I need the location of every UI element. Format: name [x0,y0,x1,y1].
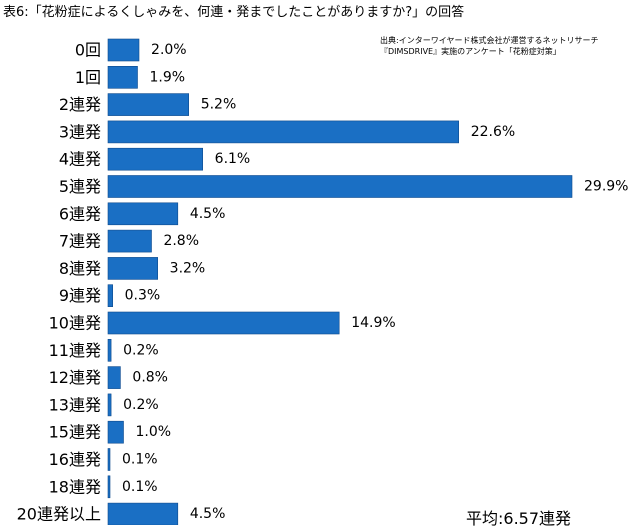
bar [107,175,573,198]
source-note: 出典:インターワイヤード株式会社が運営するネットリサーチ 『DIMSDRIVE』… [380,35,598,57]
bar [107,448,111,471]
category-label: 13連発 [49,395,101,414]
bar [107,38,140,62]
bar [107,202,179,226]
value-label: 5.2% [201,97,237,113]
category-label: 1回 [75,68,101,87]
value-label: 0.2% [123,342,159,358]
source-line-1: 出典:インターワイヤード株式会社が運営するネットリサーチ [380,36,599,45]
category-label: 15連発 [49,423,101,442]
value-label: 2.0% [151,42,187,58]
category-label: 12連発 [49,368,101,387]
value-label: 0.8% [132,370,168,386]
bar [107,475,111,499]
category-label: 9連発 [59,286,101,305]
category-label: 18連発 [49,477,101,496]
value-label: 4.5% [190,506,226,522]
value-label: 0.3% [125,288,161,304]
value-label: 1.0% [136,424,172,440]
bar [107,366,121,389]
source-line-2: 『DIMSDRIVE』実施のアンケート「花粉症対策」 [380,47,561,56]
category-label: 4連発 [59,150,101,169]
value-label: 0.2% [123,397,159,413]
bar [107,147,203,171]
category-label: 20連発以上 [17,505,101,524]
category-label: 2連発 [59,95,101,114]
category-label: 0回 [75,41,101,60]
bar [107,311,340,335]
category-label: 11連発 [49,341,101,360]
category-label: 16連発 [49,450,101,469]
bar [107,338,112,362]
bar [107,66,138,89]
value-label: 3.2% [170,260,206,276]
bar [107,229,152,253]
category-label: 6連発 [59,204,101,223]
value-label: 0.1% [122,452,158,468]
value-label: 2.8% [163,233,199,249]
value-label: 4.5% [190,206,226,222]
category-label: 8連発 [59,259,101,278]
category-label: 5連発 [59,177,101,196]
bar [107,120,460,144]
bar [107,420,124,444]
bar [107,502,179,525]
value-label: 6.1% [215,151,251,167]
value-label: 22.6% [471,124,515,140]
value-label: 14.9% [351,315,395,331]
value-label: 0.1% [122,479,158,495]
bar [107,93,189,116]
category-label: 7連発 [59,232,101,251]
bar [107,284,113,308]
category-label: 10連発 [49,314,101,333]
value-label: 29.9% [584,179,628,195]
category-label: 3連発 [59,122,101,141]
average-label: 平均:6.57連発 [466,509,572,528]
chart-title: 表6:「花粉症によるくしゃみを、何連・発までしたことがありますか?」の回答 [3,5,465,20]
value-label: 1.9% [149,69,185,85]
bar [107,393,112,417]
bar [107,257,159,280]
